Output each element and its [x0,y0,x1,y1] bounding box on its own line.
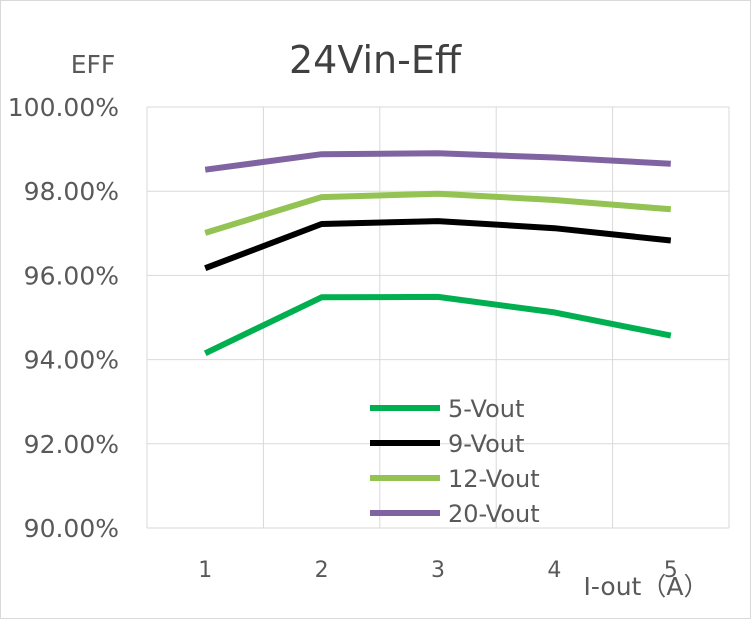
x-axis-title: I-out（A） [584,572,709,601]
chart-title: 24Vin-Eff [289,38,462,82]
grid [146,106,730,529]
y-tick-label: 98.00% [24,177,119,206]
y-tick-label: 96.00% [24,261,119,290]
series-line-9-vout [204,218,672,272]
legend-label: 9-Vout [448,430,524,458]
y-tick-label: 90.00% [24,514,119,543]
x-tick-label: 5 [664,558,678,583]
y-tick-labels: 90.00% 92.00% 94.00% 96.00% 98.00% 100.00% [8,93,119,543]
x-tick-label: 1 [198,558,212,583]
y-tick-label: 94.00% [24,346,119,375]
legend-label: 20-Vout [448,500,540,528]
legend: 5-Vout 9-Vout 12-Vout 20-Vout [370,395,540,528]
x-tick-label: 4 [547,558,561,583]
series-line-12-vout [204,190,672,236]
series-line-5-vout [203,293,672,357]
series-line-20-vout [204,150,671,173]
series-lines [203,150,672,357]
legend-label: 5-Vout [448,395,524,423]
x-tick-labels: 1 2 3 4 5 [198,558,678,583]
y-tick-label: 100.00% [8,93,119,122]
x-tick-label: 3 [431,558,445,583]
legend-label: 12-Vout [448,465,540,493]
y-tick-label: 92.00% [24,430,119,459]
y-axis-title: EFF [71,50,116,79]
x-tick-label: 2 [315,558,329,583]
